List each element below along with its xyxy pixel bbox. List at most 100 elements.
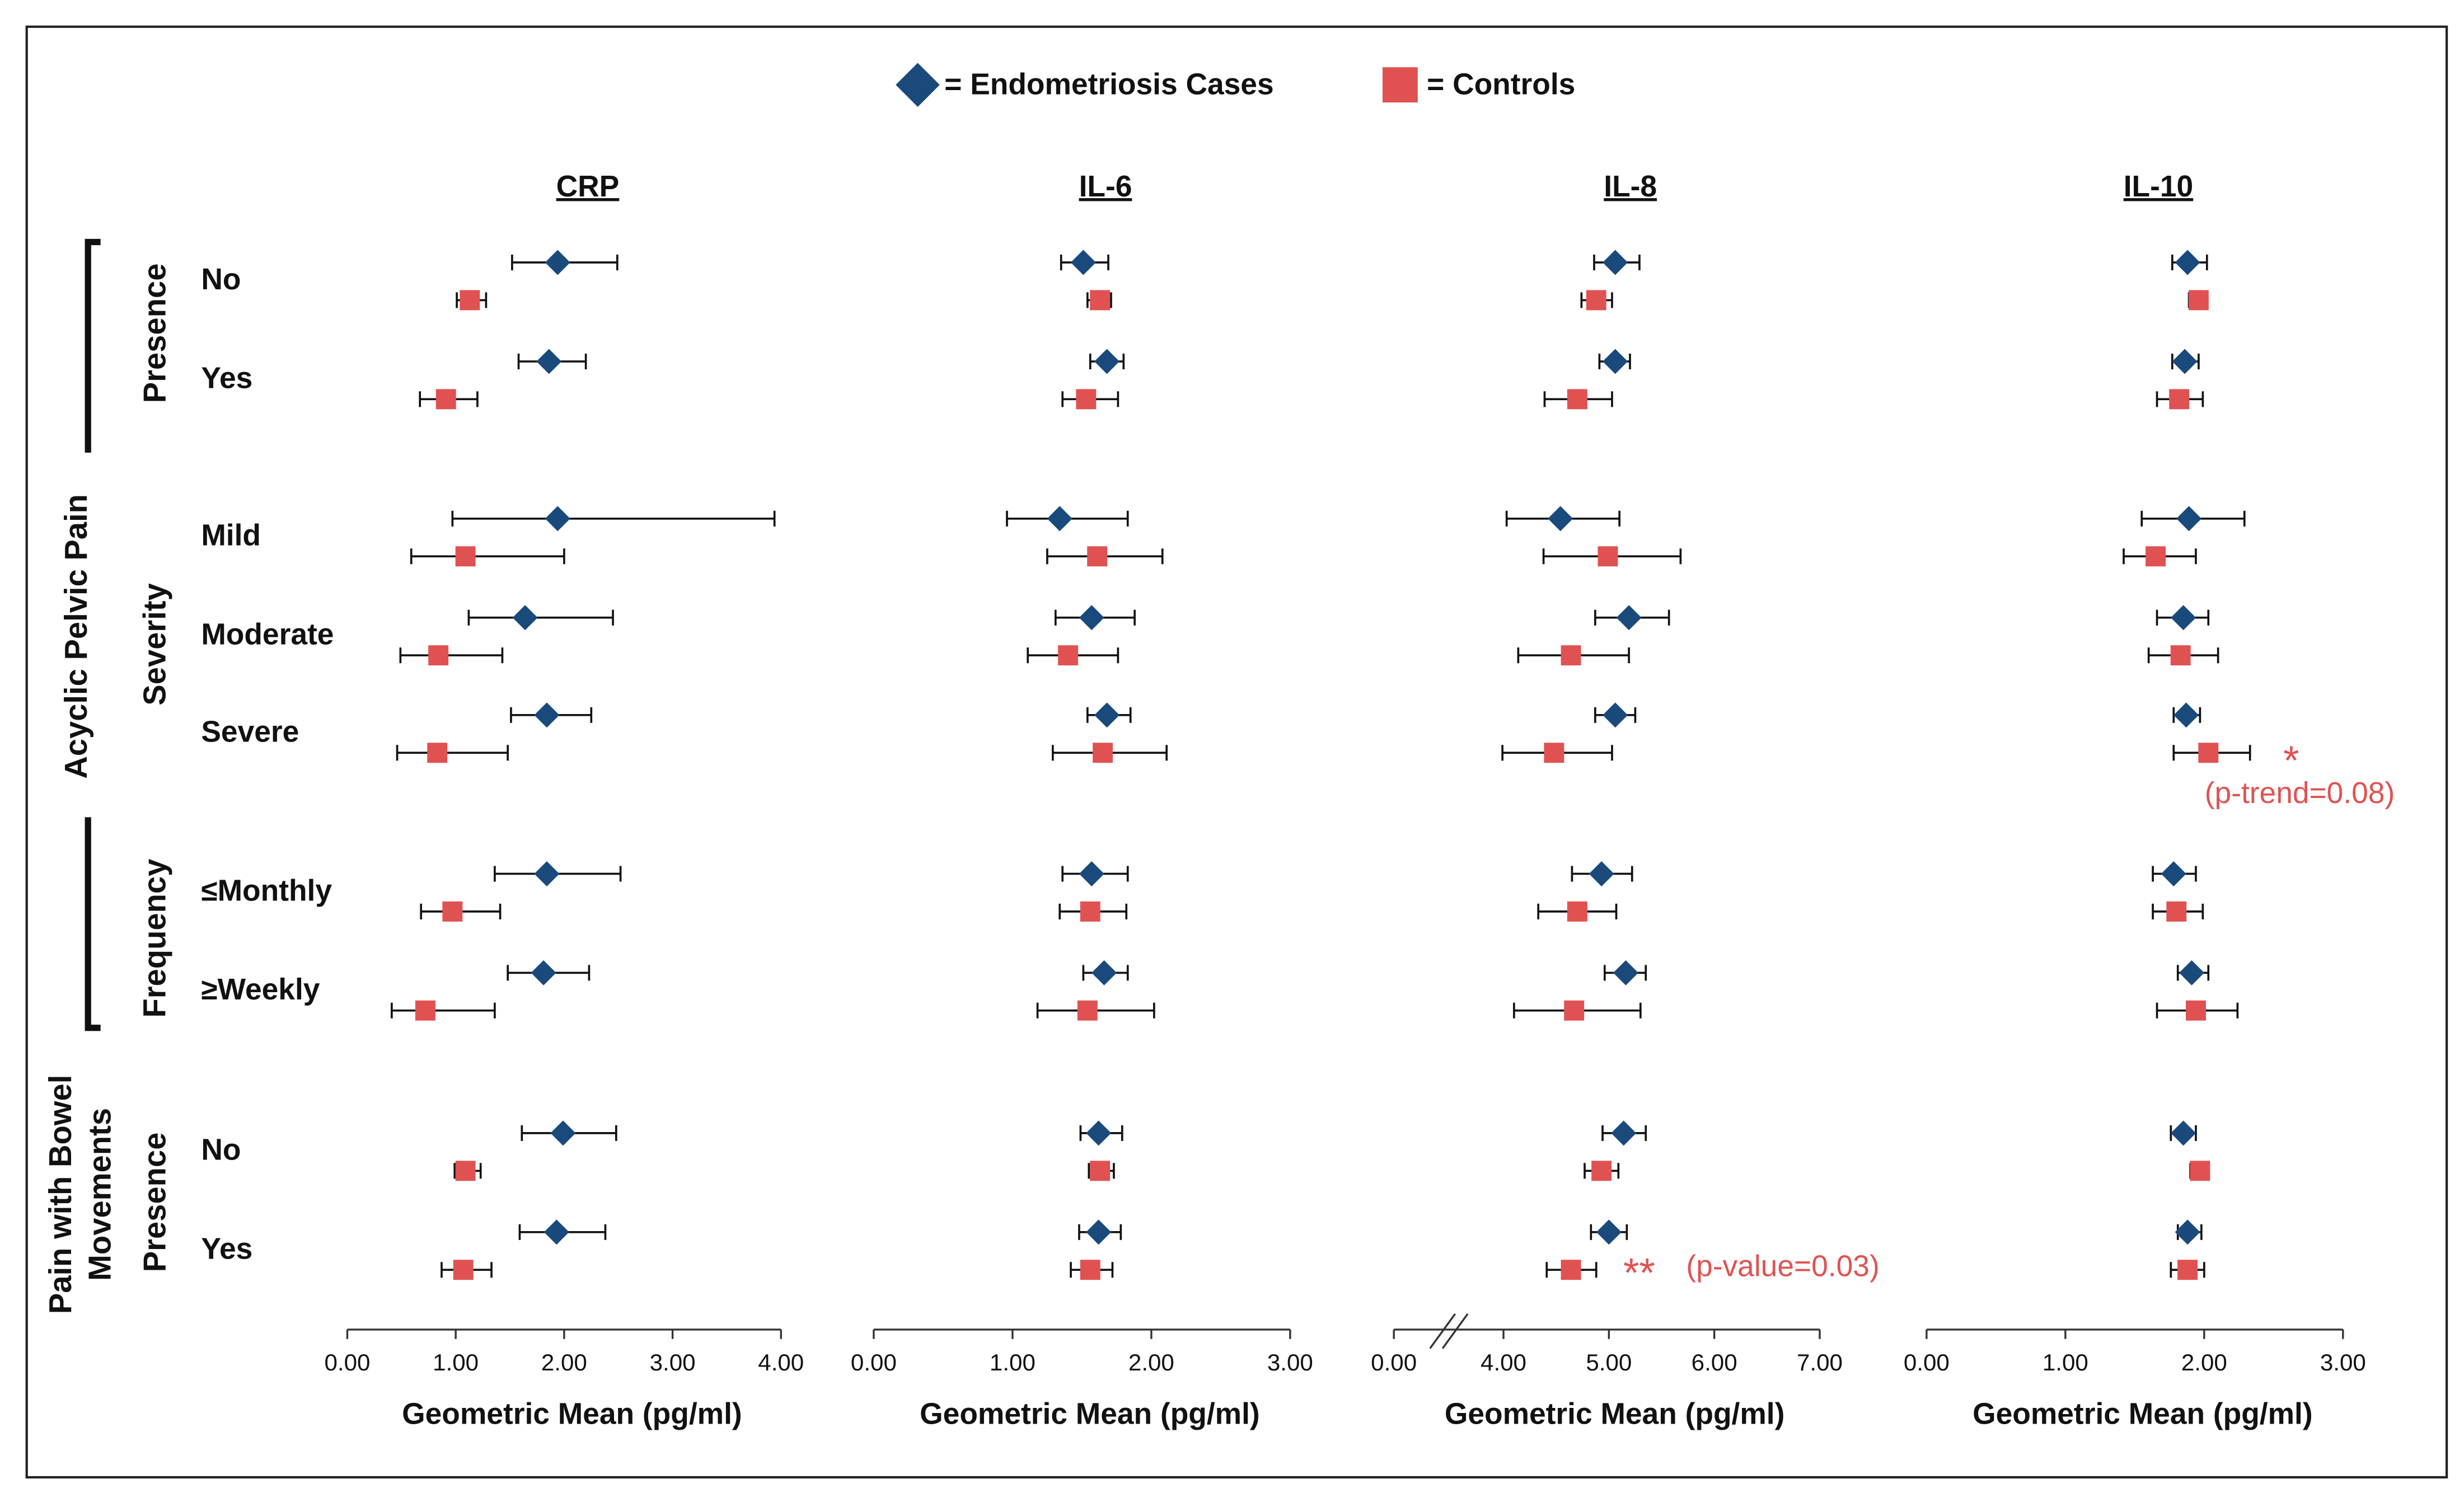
case-marker (1079, 605, 1104, 631)
group-label: Presence (137, 1133, 172, 1273)
control-marker (1077, 1000, 1098, 1021)
control-marker (2188, 290, 2209, 311)
x-axis-label: Geometric Mean (pg/ml) (1445, 1397, 1785, 1430)
control-marker (435, 389, 456, 410)
group-label: Movements (82, 1108, 117, 1281)
panel-title: IL-6 (1079, 170, 1132, 203)
x-tick-label: 4.00 (758, 1349, 804, 1375)
control-marker (1093, 743, 1113, 763)
case-marker (545, 250, 570, 275)
control-marker (1561, 645, 1581, 666)
x-tick-label: 3.00 (1267, 1349, 1313, 1375)
case-marker (1092, 960, 1117, 985)
case-marker (1596, 1219, 1622, 1245)
case-marker (1603, 702, 1628, 728)
row-label: Yes (201, 1233, 252, 1266)
x-tick-label: 3.00 (2320, 1349, 2366, 1375)
control-marker (1591, 1161, 1612, 1181)
control-marker (428, 645, 449, 666)
control-marker (1087, 546, 1108, 567)
row-label: ≤Monthly (201, 874, 332, 907)
row-label: Mild (201, 519, 261, 552)
control-marker (2170, 645, 2191, 666)
x-tick-label: 3.00 (650, 1349, 696, 1375)
x-tick-label: 5.00 (1586, 1349, 1632, 1375)
control-marker (442, 901, 463, 922)
x-tick-label: 6.00 (1692, 1349, 1737, 1375)
case-marker (1079, 861, 1104, 886)
control-marker (1586, 290, 1606, 311)
case-marker (1603, 250, 1628, 275)
case-marker (1548, 506, 1573, 532)
x-tick-label: 1.00 (2043, 1349, 2088, 1375)
x-tick-label: 0.00 (1371, 1349, 1417, 1375)
case-marker (531, 960, 556, 985)
row-label: No (201, 263, 241, 296)
case-marker (550, 1120, 576, 1146)
legend-label: = Controls (1427, 68, 1575, 101)
control-marker (1080, 901, 1100, 922)
x-tick-label: 1.00 (990, 1349, 1036, 1375)
case-marker (1589, 861, 1614, 886)
legend-marker (896, 63, 940, 107)
x-tick-label: 4.00 (1481, 1349, 1526, 1375)
case-marker (536, 349, 562, 374)
case-marker (1070, 250, 1096, 275)
case-marker (1613, 960, 1638, 985)
control-marker (1076, 389, 1097, 410)
case-marker (534, 861, 560, 886)
panel-title: CRP (556, 170, 620, 203)
case-marker (2175, 1219, 2200, 1245)
case-marker (1047, 506, 1072, 532)
control-marker (1564, 1000, 1585, 1021)
case-marker (1603, 349, 1628, 374)
case-marker (1611, 1120, 1637, 1146)
x-tick-label: 0.00 (851, 1349, 897, 1375)
control-marker (1544, 743, 1564, 763)
case-marker (1086, 1219, 1112, 1245)
annotation: (p-value=0.03) (1686, 1250, 1879, 1283)
x-axis-label: Geometric Mean (pg/ml) (1973, 1397, 2313, 1430)
legend-marker (1382, 67, 1418, 103)
case-marker (2171, 605, 2196, 631)
case-marker (2161, 861, 2186, 886)
control-marker (2169, 389, 2190, 410)
annotation: (p-trend=0.08) (2205, 777, 2395, 810)
control-marker (1598, 546, 1618, 567)
control-marker (427, 743, 448, 763)
x-tick-label: 2.00 (1128, 1349, 1174, 1375)
x-tick-label: 0.00 (1904, 1349, 1950, 1375)
case-marker (2172, 349, 2198, 374)
control-marker (2166, 901, 2187, 922)
frame (25, 25, 2448, 1479)
row-label: Severe (201, 716, 299, 749)
x-tick-label: 7.00 (1797, 1349, 1843, 1375)
row-label: ≥Weekly (201, 973, 320, 1006)
x-tick-label: 2.00 (541, 1349, 587, 1375)
row-label: No (201, 1134, 241, 1167)
control-marker (1058, 645, 1079, 666)
x-tick-label: 0.00 (324, 1349, 370, 1375)
x-axis-label: Geometric Mean (pg/ml) (920, 1397, 1260, 1430)
row-label: Yes (201, 362, 252, 395)
group-label: Frequency (137, 859, 172, 1018)
case-marker (1616, 605, 1642, 631)
case-marker (545, 506, 570, 532)
row-label: Moderate (201, 618, 334, 651)
annotation: * (2283, 738, 2299, 783)
control-marker (2198, 743, 2219, 763)
control-marker (2190, 1161, 2210, 1181)
axis-break (1429, 1313, 1469, 1349)
case-marker (1086, 1120, 1112, 1146)
control-marker (2185, 1000, 2206, 1021)
x-axis-label: Geometric Mean (pg/ml) (402, 1397, 742, 1430)
case-marker (2176, 506, 2202, 532)
control-marker (1567, 901, 1587, 922)
group-label: Severity (137, 583, 172, 706)
control-marker (1090, 1161, 1111, 1181)
case-marker (2173, 702, 2199, 728)
control-marker (455, 1161, 476, 1181)
group-label: Presence (137, 264, 172, 403)
case-marker (534, 702, 560, 728)
